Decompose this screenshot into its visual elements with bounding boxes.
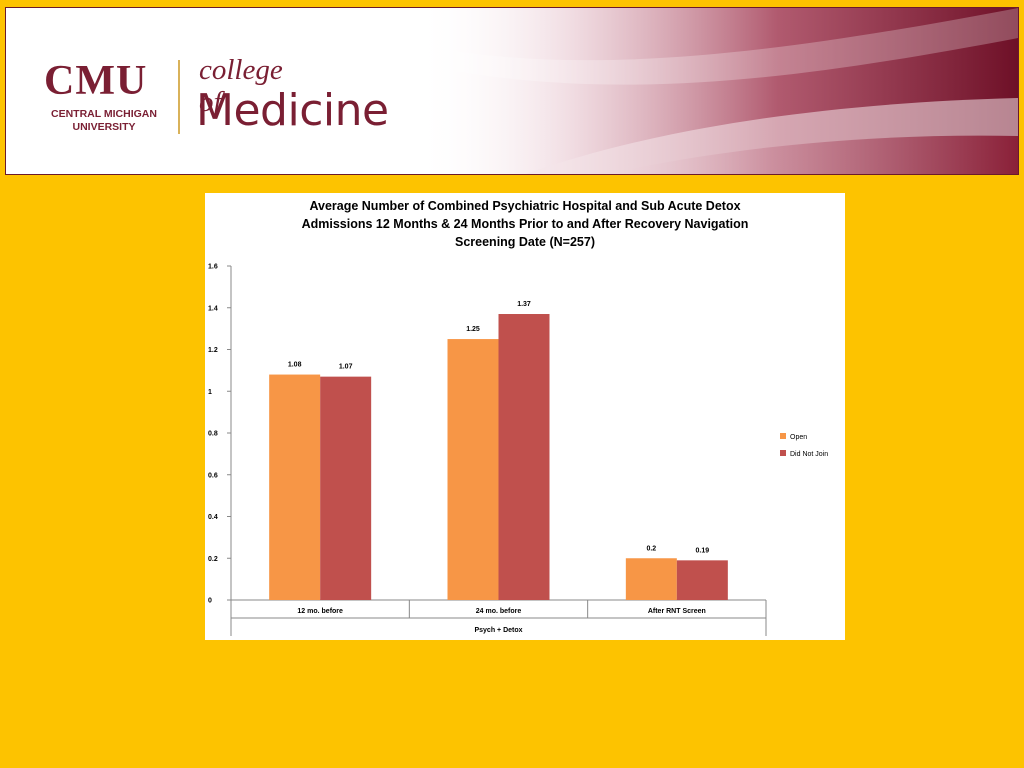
legend-swatch-did-not-join	[780, 450, 786, 456]
bar-did-not-join-2	[498, 314, 550, 600]
bar-open-2	[447, 339, 499, 600]
chart-title-line-2: Admissions 12 Months & 24 Months Prior t…	[302, 217, 749, 231]
y-tick-label-7: 1.4	[208, 305, 218, 312]
y-tick-label-2: 0.4	[208, 514, 218, 521]
chart-title-line-1: Average Number of Combined Psychiatric H…	[309, 199, 740, 213]
y-tick-label-6: 1.2	[208, 347, 218, 354]
x-category-label-1: 12 mo. before	[297, 608, 343, 615]
data-label-open-1: 1.08	[288, 362, 302, 369]
data-label-did-not-join-1: 1.07	[339, 364, 353, 371]
x-category-label-3: After RNT Screen	[648, 608, 706, 615]
legend-swatch-open	[780, 433, 786, 439]
bar-chart: Average Number of Combined Psychiatric H…	[208, 199, 828, 636]
bar-did-not-join-1	[320, 376, 372, 600]
y-tick-label-3: 0.6	[208, 472, 218, 479]
logo-medicine: Medicine	[196, 85, 389, 136]
y-tick-label-8: 1.6	[208, 264, 218, 271]
y-tick-label-0: 0	[208, 598, 212, 605]
data-label-open-2: 1.25	[466, 326, 480, 333]
bar-open-1	[269, 374, 321, 600]
x-category-label-2: 24 mo. before	[476, 608, 522, 615]
legend-label-open: Open	[790, 434, 807, 441]
logo-cmu-wordmark: CMU	[44, 58, 148, 104]
logo-university-name: CENTRAL MICHIGAN UNIVERSITY	[44, 108, 164, 134]
x-group-label: Psych + Detox	[474, 627, 522, 634]
chart-title-line-3: Screening Date (N=257)	[455, 235, 595, 249]
logo-sub-line2: UNIVERSITY	[72, 121, 136, 133]
banner-swoosh-graphic	[416, 8, 1018, 174]
chart-card: Average Number of Combined Psychiatric H…	[205, 193, 845, 640]
y-tick-label-5: 1	[208, 389, 212, 396]
bar-open-3	[625, 558, 677, 600]
data-label-open-3: 0.2	[646, 545, 656, 552]
data-label-did-not-join-2: 1.37	[517, 301, 531, 308]
y-tick-label-1: 0.2	[208, 556, 218, 563]
logo-divider	[178, 60, 180, 134]
header-banner: CMU CENTRAL MICHIGAN UNIVERSITY college …	[5, 7, 1019, 175]
data-label-did-not-join-3: 0.19	[696, 547, 710, 554]
logo-college-of: college of	[199, 54, 283, 118]
logo-sub-line1: CENTRAL MICHIGAN	[51, 108, 157, 120]
bar-did-not-join-3	[676, 560, 728, 600]
legend-label-did-not-join: Did Not Join	[790, 451, 828, 458]
y-tick-label-4: 0.8	[208, 431, 218, 438]
